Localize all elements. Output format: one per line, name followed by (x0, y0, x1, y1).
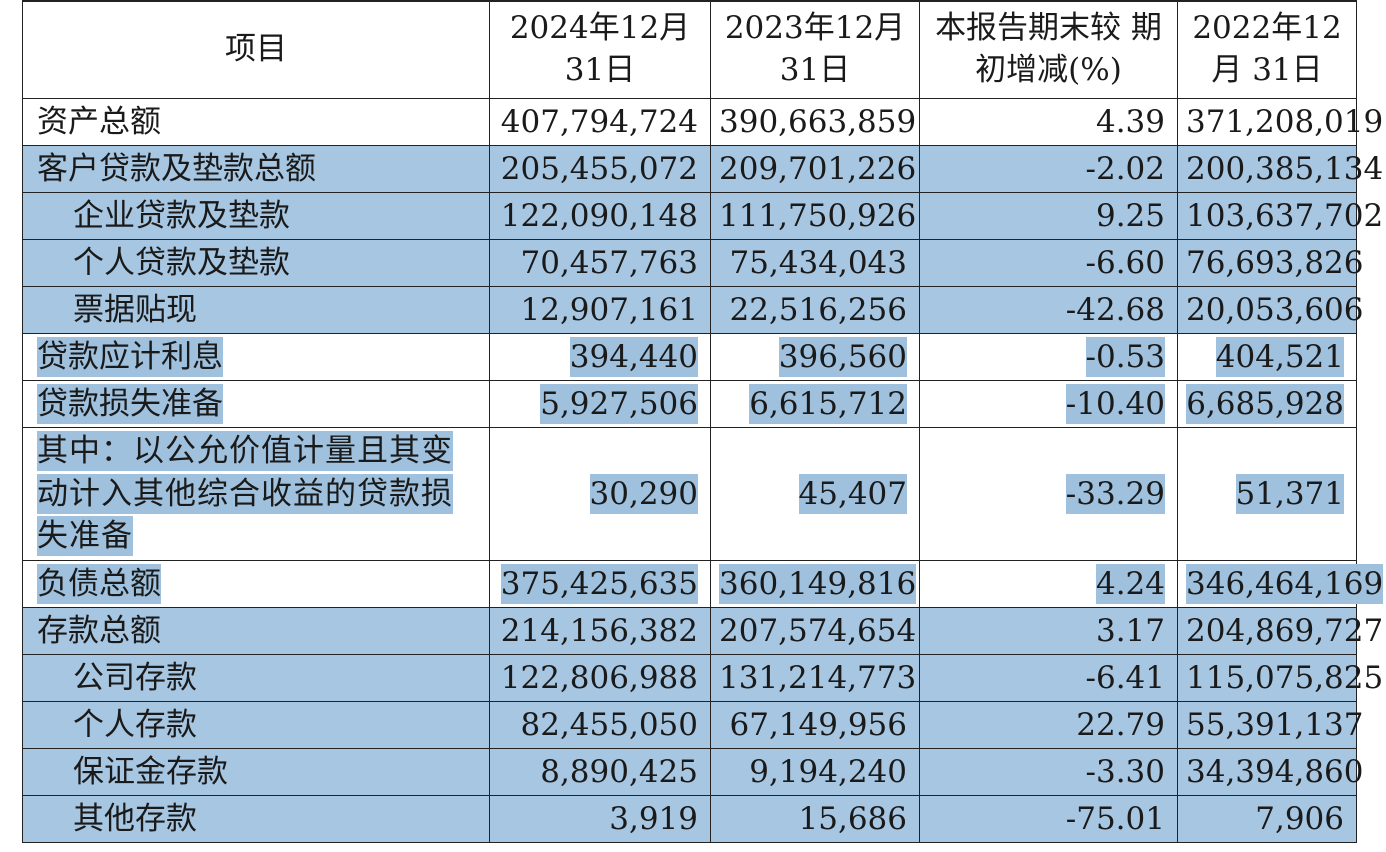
row-label: 客户贷款及垫款总额 (22, 145, 490, 193)
cell-change: 22.79 (919, 701, 1178, 749)
row-label: 贷款应计利息 (37, 336, 223, 377)
table-row: 存款总额 214,156,382 207,574,654 3.17 204,86… (22, 607, 1383, 655)
cell-2023: 45,407 (798, 473, 907, 514)
row-label: 企业贷款及垫款 (22, 192, 490, 240)
cell-2024: 205,455,072 (489, 145, 711, 193)
cell-change: -3.30 (919, 748, 1178, 796)
cell-2024: 122,090,148 (489, 192, 711, 240)
cell-2023: 9,194,240 (710, 748, 920, 796)
header-change: 本报告期末较 期初增减(%) (919, 0, 1178, 99)
cell-2022: 204,869,727 (1177, 607, 1383, 655)
row-label: 存款总额 (22, 607, 490, 655)
row-label: 其他存款 (22, 795, 490, 843)
cell-2024: 394,440 (569, 336, 698, 377)
header-2023: 2023年12月 31日 (710, 0, 920, 99)
table-row: 客户贷款及垫款总额 205,455,072 209,701,226 -2.02 … (22, 145, 1383, 193)
cell-change: -6.41 (919, 654, 1178, 702)
cell-2023: 22,516,256 (710, 286, 920, 334)
cell-2023: 67,149,956 (710, 701, 920, 749)
table-row: 个人存款 82,455,050 67,149,956 22.79 55,391,… (22, 701, 1364, 749)
cell-2023: 209,701,226 (710, 145, 920, 193)
cell-2023: 111,750,926 (710, 192, 920, 240)
row-label: 保证金存款 (22, 748, 490, 796)
cell-2022: 76,693,826 (1177, 239, 1364, 287)
cell-2024: 214,156,382 (489, 607, 711, 655)
cell-change: -0.53 (1085, 336, 1165, 377)
table-row: 企业贷款及垫款 122,090,148 111,750,926 9.25 103… (22, 192, 1383, 240)
cell-change: 3.17 (919, 607, 1178, 655)
cell-2024: 375,425,635 (500, 563, 698, 604)
cell-2022: 103,637,702 (1177, 192, 1383, 240)
row-label: 个人贷款及垫款 (22, 239, 490, 287)
cell-2023: 360,149,816 (719, 563, 917, 604)
cell-2022: 371,208,019 (1177, 98, 1383, 146)
cell-2024: 407,794,724 (489, 98, 711, 146)
cell-2024: 122,806,988 (489, 654, 711, 702)
row-label: 票据贴现 (22, 286, 490, 334)
cell-change: -75.01 (919, 795, 1178, 843)
row-label: 个人存款 (22, 701, 490, 749)
cell-change: -6.60 (919, 239, 1178, 287)
cell-change: -2.02 (919, 145, 1178, 193)
cell-2024: 5,927,506 (540, 383, 698, 424)
table-row: 贷款应计利息 394,440 396,560 -0.53 404,521 (22, 333, 1357, 381)
cell-2022: 200,385,134 (1177, 145, 1383, 193)
table-row: 其中：以公允价值计量且其变动计入其他综合收益的贷款损失准备 30,290 45,… (22, 427, 1357, 561)
table-row: 其他存款 3,919 15,686 -75.01 7,906 (22, 795, 1357, 843)
cell-2023: 396,560 (778, 336, 907, 377)
financial-table: 项目 2024年12月 31日 2023年12月 31日 本报告期末较 期初增减… (22, 0, 1384, 843)
cell-change: 9.25 (919, 192, 1178, 240)
cell-2022: 115,075,825 (1177, 654, 1383, 702)
table-row: 公司存款 122,806,988 131,214,773 -6.41 115,0… (22, 654, 1383, 702)
table-row: 票据贴现 12,907,161 22,516,256 -42.68 20,053… (22, 286, 1364, 334)
table-row: 资产总额 407,794,724 390,663,859 4.39 371,20… (22, 98, 1383, 146)
cell-2022: 404,521 (1215, 336, 1344, 377)
cell-2022: 7,906 (1177, 795, 1357, 843)
cell-2023: 6,615,712 (749, 383, 907, 424)
table-row: 保证金存款 8,890,425 9,194,240 -3.30 34,394,8… (22, 748, 1364, 796)
header-item: 项目 (22, 0, 490, 99)
cell-2023: 390,663,859 (710, 98, 920, 146)
cell-2024: 30,290 (589, 473, 698, 514)
cell-2023: 131,214,773 (710, 654, 920, 702)
cell-2024: 3,919 (489, 795, 711, 843)
table-header-row: 项目 2024年12月 31日 2023年12月 31日 本报告期末较 期初增减… (22, 0, 1357, 99)
row-label: 公司存款 (22, 654, 490, 702)
row-label: 资产总额 (22, 98, 490, 146)
cell-2023: 75,434,043 (710, 239, 920, 287)
header-2024: 2024年12月 31日 (489, 0, 711, 99)
cell-2022: 55,391,137 (1177, 701, 1364, 749)
cell-2023: 15,686 (710, 795, 920, 843)
cell-2022: 20,053,606 (1177, 286, 1364, 334)
cell-change: 4.24 (1095, 563, 1165, 604)
cell-2024: 70,457,763 (489, 239, 711, 287)
cell-2022: 6,685,928 (1186, 383, 1344, 424)
row-label: 其中：以公允价值计量且其变动计入其他综合收益的贷款损失准备 (37, 430, 453, 557)
table-row: 负债总额 375,425,635 360,149,816 4.24 346,46… (22, 560, 1384, 608)
cell-2022: 34,394,860 (1177, 748, 1364, 796)
cell-2022: 346,464,169 (1186, 563, 1384, 604)
row-label: 贷款损失准备 (37, 383, 223, 424)
header-2022: 2022年12月 31日 (1177, 0, 1357, 99)
cell-change: -10.40 (1065, 383, 1165, 424)
cell-change: 4.39 (919, 98, 1178, 146)
cell-2024: 8,890,425 (489, 748, 711, 796)
table-row: 个人贷款及垫款 70,457,763 75,434,043 -6.60 76,6… (22, 239, 1364, 287)
cell-change: -33.29 (1065, 473, 1165, 514)
cell-2024: 12,907,161 (489, 286, 711, 334)
table-row: 贷款损失准备 5,927,506 6,615,712 -10.40 6,685,… (22, 380, 1357, 428)
cell-2024: 82,455,050 (489, 701, 711, 749)
cell-change: -42.68 (919, 286, 1178, 334)
row-label: 负债总额 (37, 563, 161, 604)
cell-2023: 207,574,654 (710, 607, 920, 655)
cell-2022: 51,371 (1235, 473, 1344, 514)
